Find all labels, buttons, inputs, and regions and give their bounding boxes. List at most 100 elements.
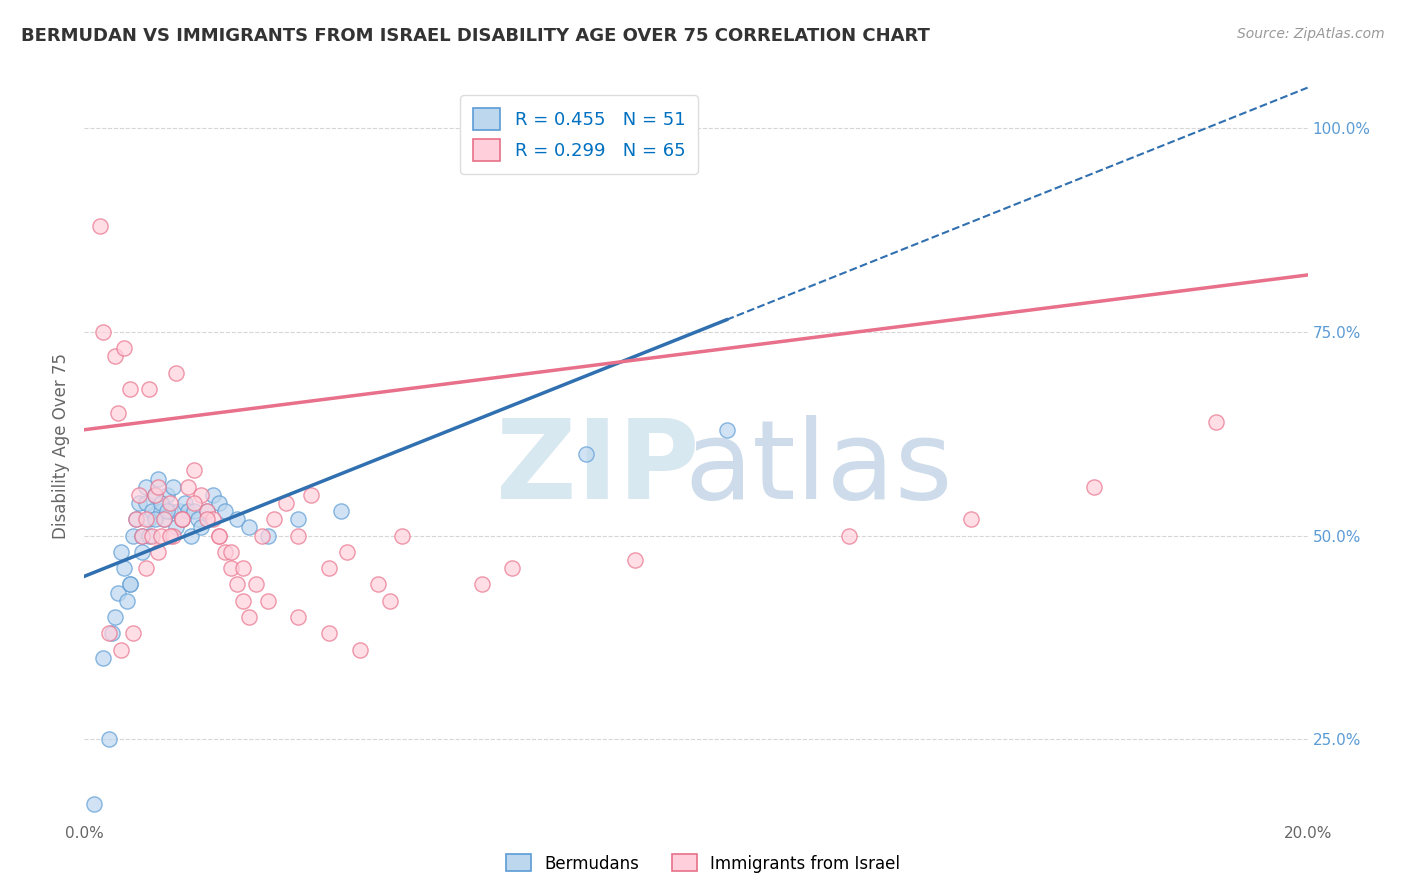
Point bbox=[149, 496, 172, 510]
Point bbox=[177, 504, 200, 518]
Point bbox=[112, 561, 135, 575]
Point bbox=[172, 512, 194, 526]
Point bbox=[190, 488, 212, 502]
Point bbox=[180, 528, 202, 542]
Point bbox=[391, 528, 413, 542]
Point bbox=[190, 520, 212, 534]
Point bbox=[141, 504, 163, 518]
Point bbox=[110, 642, 132, 657]
Point bbox=[208, 528, 231, 542]
Point bbox=[214, 545, 236, 559]
Point bbox=[128, 496, 150, 510]
Point bbox=[349, 642, 371, 657]
Point bbox=[330, 504, 353, 518]
Point bbox=[245, 577, 267, 591]
Point bbox=[138, 512, 160, 526]
Point bbox=[174, 496, 197, 510]
Point bbox=[232, 561, 254, 575]
Point bbox=[162, 528, 184, 542]
Point bbox=[104, 350, 127, 364]
Point bbox=[183, 504, 205, 518]
Point bbox=[153, 512, 176, 526]
Point bbox=[97, 626, 120, 640]
Point bbox=[318, 626, 340, 640]
Text: BERMUDAN VS IMMIGRANTS FROM ISRAEL DISABILITY AGE OVER 75 CORRELATION CHART: BERMUDAN VS IMMIGRANTS FROM ISRAEL DISAB… bbox=[21, 27, 929, 45]
Point bbox=[159, 496, 181, 510]
Point bbox=[135, 512, 157, 526]
Point bbox=[195, 504, 218, 518]
Point bbox=[91, 650, 114, 665]
Point bbox=[143, 488, 166, 502]
Point bbox=[219, 545, 242, 559]
Point bbox=[104, 610, 127, 624]
Point bbox=[138, 528, 160, 542]
Point bbox=[143, 512, 166, 526]
Point bbox=[238, 520, 260, 534]
Point bbox=[201, 512, 224, 526]
Text: ZIP: ZIP bbox=[496, 415, 700, 522]
Point bbox=[128, 488, 150, 502]
Point bbox=[131, 545, 153, 559]
Point bbox=[287, 512, 309, 526]
Point bbox=[159, 504, 181, 518]
Point bbox=[257, 593, 280, 607]
Point bbox=[149, 504, 172, 518]
Point bbox=[135, 561, 157, 575]
Point bbox=[143, 488, 166, 502]
Point bbox=[276, 496, 298, 510]
Point bbox=[83, 797, 105, 812]
Point bbox=[318, 561, 340, 575]
Point bbox=[226, 577, 249, 591]
Point bbox=[380, 593, 402, 607]
Y-axis label: Disability Age Over 75: Disability Age Over 75 bbox=[52, 353, 70, 539]
Point bbox=[263, 512, 285, 526]
Legend: R = 0.455   N = 51, R = 0.299   N = 65: R = 0.455 N = 51, R = 0.299 N = 65 bbox=[460, 95, 697, 174]
Point bbox=[167, 504, 190, 518]
Point bbox=[195, 504, 218, 518]
Point bbox=[149, 528, 172, 542]
Point bbox=[120, 577, 142, 591]
Point bbox=[624, 553, 647, 567]
Point bbox=[107, 585, 129, 599]
Point bbox=[131, 528, 153, 542]
Point bbox=[146, 480, 169, 494]
Point bbox=[107, 406, 129, 420]
Point bbox=[165, 520, 187, 534]
Point bbox=[89, 219, 111, 233]
Point bbox=[226, 512, 249, 526]
Point bbox=[287, 610, 309, 624]
Text: atlas: atlas bbox=[685, 415, 952, 522]
Point bbox=[186, 512, 208, 526]
Point bbox=[208, 528, 231, 542]
Point bbox=[97, 732, 120, 747]
Point bbox=[232, 593, 254, 607]
Point bbox=[162, 480, 184, 494]
Point bbox=[159, 528, 181, 542]
Point bbox=[219, 561, 242, 575]
Point bbox=[138, 382, 160, 396]
Point bbox=[120, 577, 142, 591]
Point bbox=[131, 528, 153, 542]
Point bbox=[367, 577, 389, 591]
Point bbox=[91, 325, 114, 339]
Point bbox=[502, 561, 524, 575]
Point bbox=[101, 626, 124, 640]
Point bbox=[112, 341, 135, 355]
Point bbox=[146, 545, 169, 559]
Point bbox=[115, 593, 138, 607]
Legend: Bermudans, Immigrants from Israel: Bermudans, Immigrants from Israel bbox=[499, 847, 907, 880]
Point bbox=[201, 488, 224, 502]
Point bbox=[141, 528, 163, 542]
Point bbox=[135, 480, 157, 494]
Point bbox=[183, 463, 205, 477]
Point bbox=[122, 528, 145, 542]
Point bbox=[238, 610, 260, 624]
Point bbox=[471, 577, 494, 591]
Point bbox=[250, 528, 273, 542]
Point bbox=[110, 545, 132, 559]
Point bbox=[153, 512, 176, 526]
Point bbox=[960, 512, 983, 526]
Point bbox=[156, 488, 179, 502]
Point bbox=[125, 512, 148, 526]
Point bbox=[716, 423, 738, 437]
